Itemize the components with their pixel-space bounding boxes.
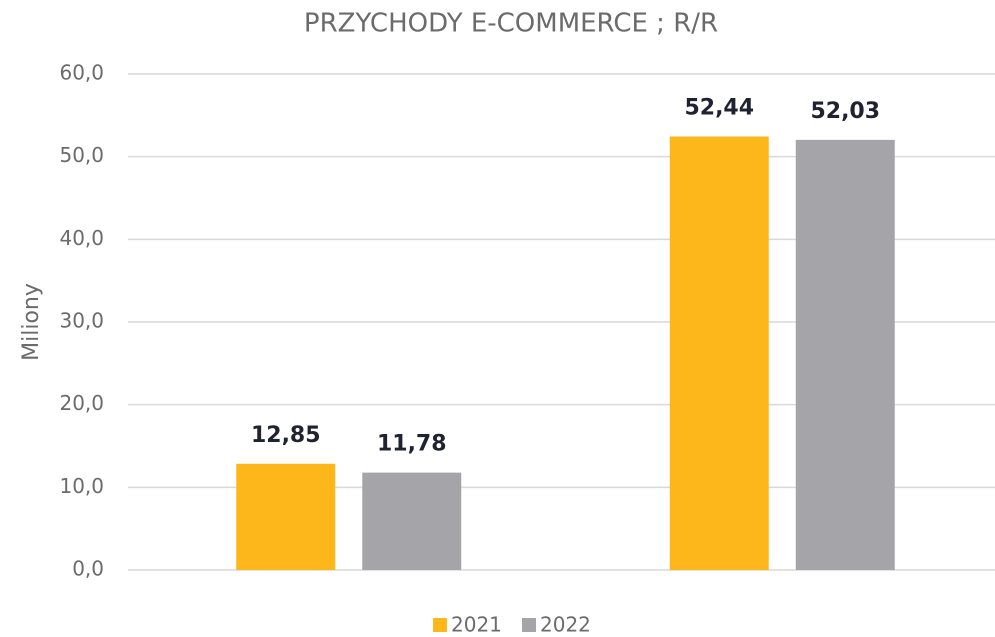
bar xyxy=(795,139,895,571)
bar xyxy=(669,136,769,570)
value-label: 12,85 xyxy=(251,423,321,448)
legend-swatch xyxy=(522,618,536,632)
y-tick-label: 40,0 xyxy=(59,226,104,250)
y-tick-label: 50,0 xyxy=(59,143,104,167)
y-tick-label: 60,0 xyxy=(59,61,104,85)
legend-label: 2022 xyxy=(540,613,591,637)
bar xyxy=(236,463,336,570)
legend-label: 2021 xyxy=(451,613,502,637)
value-label: 52,44 xyxy=(684,95,754,120)
y-tick-label: 20,0 xyxy=(59,391,104,415)
chart-title: PRZYCHODY E-COMMERCE ; R/R xyxy=(304,9,718,39)
value-label: 11,78 xyxy=(377,432,447,457)
y-axis-label: Miliony xyxy=(19,283,44,361)
bar xyxy=(362,472,462,570)
y-tick-label: 0,0 xyxy=(72,557,104,581)
value-label: 52,03 xyxy=(810,99,880,124)
y-tick-label: 10,0 xyxy=(59,474,104,498)
legend-swatch xyxy=(433,618,447,632)
y-tick-label: 30,0 xyxy=(59,309,104,333)
